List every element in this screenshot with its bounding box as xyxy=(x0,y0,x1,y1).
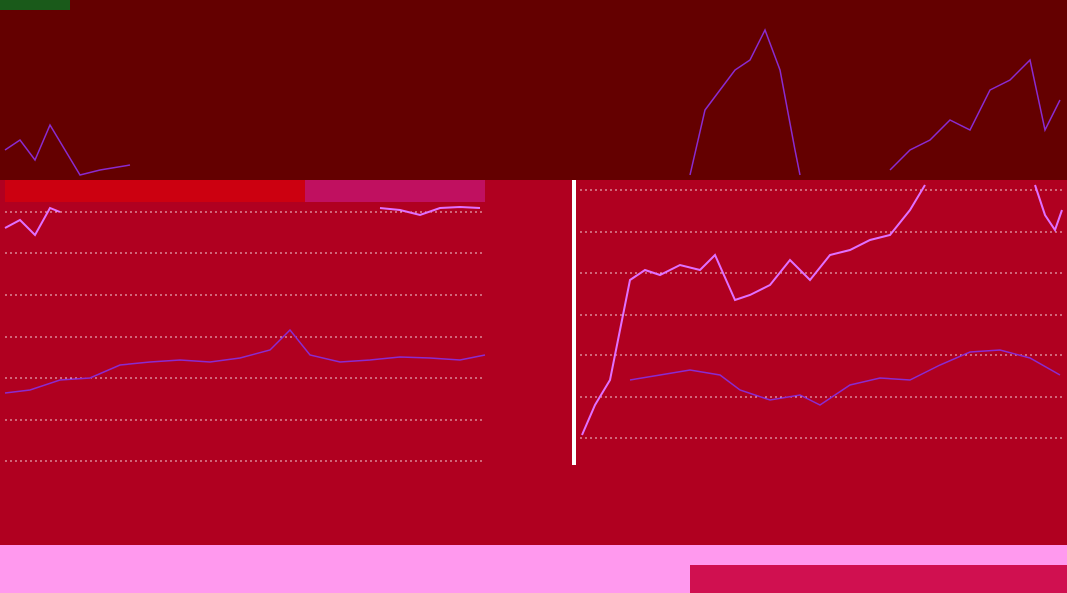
right-trace-lower xyxy=(629,349,1061,406)
left-trace-upper xyxy=(4,206,61,237)
right-trace-upper xyxy=(581,184,926,436)
top-strip xyxy=(0,0,70,10)
top-band xyxy=(0,0,1067,180)
right-grid xyxy=(580,189,1065,439)
right-trace-upper-end xyxy=(1034,184,1063,233)
left-trace-lower xyxy=(4,328,486,394)
top-trace-mid xyxy=(689,28,801,176)
divider xyxy=(572,180,576,465)
left-header-pink xyxy=(305,180,485,202)
bottom-right-block xyxy=(690,565,1067,593)
left-trace-upper-right xyxy=(379,205,481,217)
top-trace-right xyxy=(889,58,1061,171)
left-header-block xyxy=(5,180,305,202)
top-trace-left xyxy=(4,123,131,176)
